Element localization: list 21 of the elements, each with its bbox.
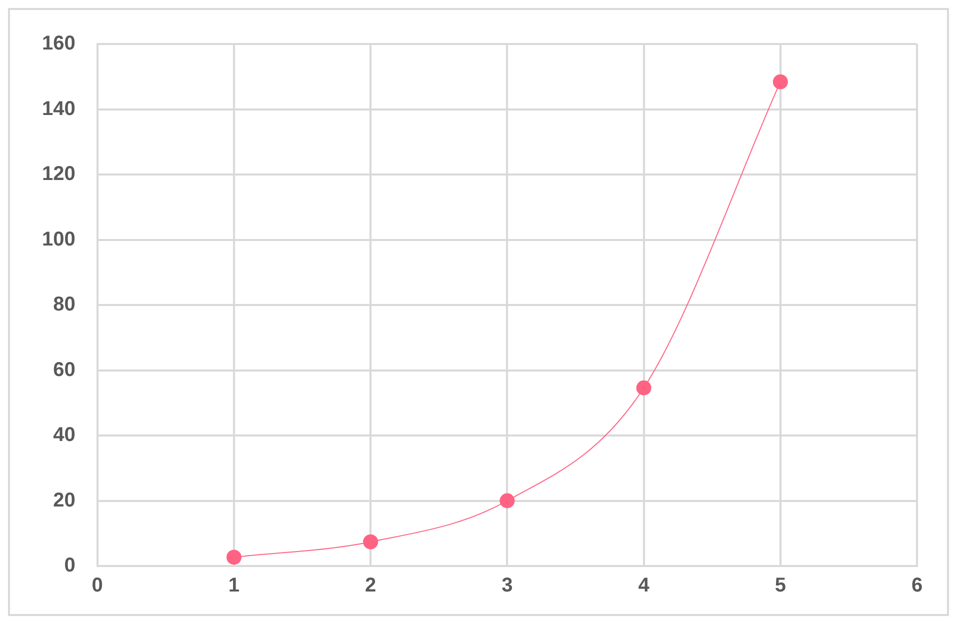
x-tick-label: 2 [365, 574, 376, 597]
y-tick-label: 120 [42, 163, 76, 186]
point [636, 380, 652, 396]
y-tick-label: 160 [42, 32, 76, 55]
x-tick-label: 0 [92, 574, 103, 597]
point [226, 550, 242, 565]
y-tick-label: 0 [64, 554, 76, 577]
y-tick-label: 80 [53, 294, 76, 316]
x-tick-label: 3 [502, 574, 513, 597]
y-tick-label: 40 [53, 424, 76, 446]
point [772, 74, 788, 90]
point [500, 493, 515, 508]
x-tick-label: 1 [228, 574, 240, 597]
x-tick-label: 5 [774, 574, 786, 597]
y-tick-label: 20 [53, 489, 76, 512]
y-tick-label: 60 [53, 358, 76, 381]
point [363, 534, 378, 550]
x-tick-label: 6 [911, 574, 923, 597]
x-tick-label: 4 [638, 574, 650, 597]
y-tick-label: 140 [42, 98, 76, 120]
y-tick-label: 100 [42, 228, 76, 250]
